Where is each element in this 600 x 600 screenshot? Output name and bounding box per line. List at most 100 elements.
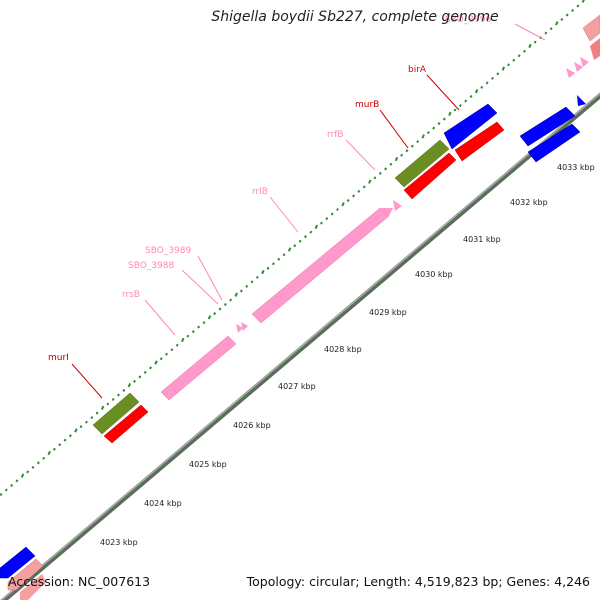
upper-track-tick	[373, 176, 377, 180]
upper-track-tick	[4, 488, 8, 492]
upper-track-tick	[571, 8, 575, 13]
upper-track-tick	[117, 393, 120, 397]
lower-track-tick	[71, 541, 75, 545]
lower-track-tick	[146, 477, 150, 482]
upper-track-tick	[405, 149, 409, 153]
upper-track-tick	[453, 108, 457, 112]
label-SBO_3996: SBO_3996	[445, 15, 491, 25]
upper-track-tick	[507, 63, 510, 67]
gene-blue-lower-1	[519, 106, 576, 147]
scale-label-4026: 4026 kbp	[233, 421, 271, 430]
upper-track-tick	[469, 94, 473, 98]
upper-track-tick	[490, 76, 494, 80]
upper-track-tick	[368, 179, 372, 184]
callout-rrfB	[345, 139, 376, 171]
lower-track-tick	[424, 242, 428, 246]
lower-track-tick	[157, 468, 161, 472]
upper-track-tick	[74, 428, 78, 433]
upper-track-tick	[400, 153, 404, 157]
upper-track-tick	[523, 49, 526, 53]
lower-track-tick	[103, 514, 107, 518]
lower-track-tick	[29, 576, 33, 581]
upper-track-tick	[63, 438, 67, 442]
label-SBO_3989: SBO_3989	[145, 246, 191, 256]
lower-track-tick	[371, 288, 374, 292]
upper-track-tick	[165, 352, 169, 356]
upper-track-tick	[170, 348, 174, 352]
upper-track-tick	[293, 244, 297, 248]
upper-track-tick	[426, 131, 430, 135]
upper-track-tick	[384, 167, 388, 171]
upper-track-tick	[394, 156, 399, 162]
lower-track-tick	[387, 274, 390, 278]
upper-track-tick	[282, 253, 286, 257]
lower-track-tick	[269, 372, 273, 377]
gene-labels: SBO_3996 birA murB rrfB rrlB SBO_3989 SB…	[48, 15, 491, 363]
gene-murI-red	[103, 404, 149, 444]
lower-track-tick	[184, 446, 187, 450]
upper-track-tick	[159, 357, 163, 361]
lower-track-tick	[114, 505, 118, 509]
lower-track-tick	[584, 107, 588, 111]
lower-track-tick	[328, 324, 332, 328]
gene-salmon-bottom-left-2	[20, 574, 46, 600]
upper-track-tick	[186, 334, 190, 338]
lower-track-tick	[472, 202, 476, 206]
gene-salmon-bottom-left	[7, 558, 44, 591]
upper-track-tick	[389, 162, 393, 166]
scale-label-4028: 4028 kbp	[324, 345, 362, 354]
upper-track-tick	[325, 217, 329, 221]
gene-label-callouts	[71, 23, 546, 399]
upper-track-tick	[15, 479, 19, 483]
lower-track-tick	[221, 414, 225, 418]
lower-track-tick	[200, 432, 204, 436]
lower-track-tick	[322, 327, 327, 332]
lower-track-tick	[125, 496, 129, 500]
upper-track-tick	[261, 269, 265, 275]
upper-track-tick	[149, 366, 152, 370]
lower-track-tick	[429, 236, 434, 242]
upper-track-tick	[138, 375, 142, 379]
scale-label-4033: 4033 kbp	[557, 163, 595, 172]
upper-track-tick	[416, 140, 420, 144]
lower-track-tick	[98, 518, 102, 522]
lower-track-tick	[264, 378, 268, 382]
lower-track-tick	[45, 563, 49, 567]
scale-labels: 4023 kbp 4024 kbp 4025 kbp 4026 kbp 4027…	[100, 163, 595, 547]
lower-track-tick	[93, 523, 97, 527]
callout-murB	[379, 109, 409, 149]
lower-track-tick	[397, 265, 401, 269]
upper-track-tick	[528, 43, 532, 49]
lower-track-tick	[568, 120, 572, 124]
callout-rrlB	[269, 196, 299, 233]
accession-text: Accession: NC_007613	[8, 574, 151, 589]
lower-track-tick	[317, 333, 321, 337]
scale-label-4027: 4027 kbp	[278, 382, 316, 391]
upper-track-tick	[47, 450, 51, 456]
lower-track-tick	[61, 550, 65, 554]
callout-SBO_3989	[197, 255, 223, 301]
lower-track-tick	[456, 214, 460, 219]
lower-track-tick	[152, 473, 155, 477]
upper-track-tick	[309, 230, 313, 234]
lower-track-tick	[558, 129, 561, 133]
upper-track-tick	[84, 420, 88, 424]
lower-track-tick	[77, 536, 81, 540]
upper-track-tick	[52, 447, 56, 451]
upper-track-tick	[218, 307, 222, 311]
lower-track-tick	[504, 174, 508, 178]
topology-text: Topology: circular; Length: 4,519,823 bp…	[246, 574, 590, 589]
upper-track-tick	[271, 262, 275, 266]
upper-track-tick	[330, 212, 334, 216]
upper-track-tick	[207, 315, 212, 320]
lower-track-tick	[242, 395, 247, 400]
lower-track-tick	[280, 364, 284, 368]
lower-track-tick	[162, 463, 167, 468]
upper-track-tick	[79, 425, 83, 429]
upper-track-tick	[127, 383, 132, 388]
upper-track-tick	[437, 122, 441, 126]
upper-track-tick	[501, 66, 506, 71]
upper-track-tick	[378, 171, 382, 175]
lower-track-tick	[274, 369, 278, 373]
